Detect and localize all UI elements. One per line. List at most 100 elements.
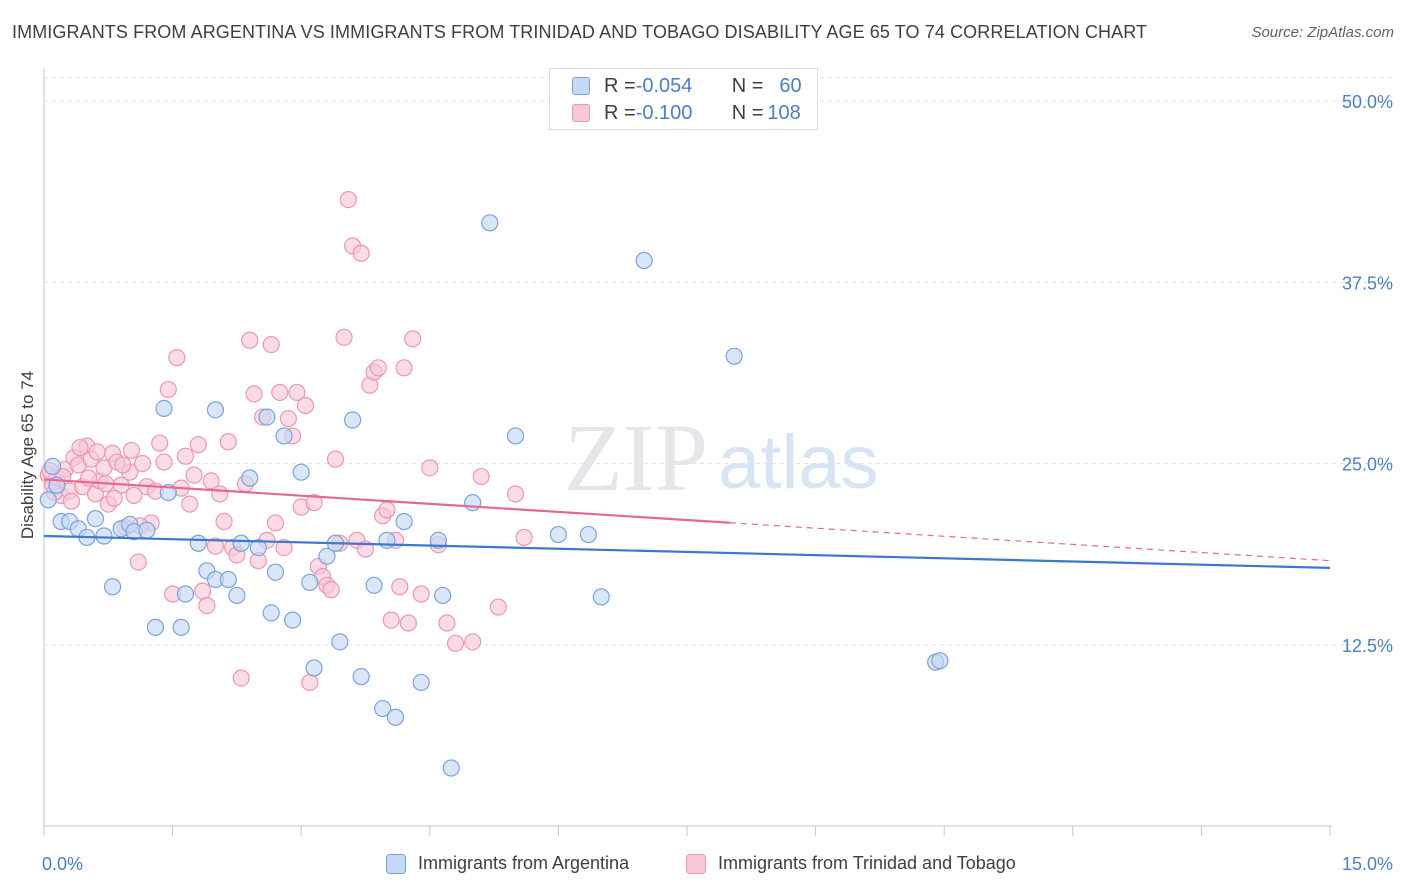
y-tick-label: 50.0% — [1342, 92, 1393, 112]
source-credit: Source: ZipAtlas.com — [1251, 24, 1394, 41]
data-point-argentina — [305, 659, 323, 677]
trend-line-trinidad — [43, 478, 730, 524]
n-value: 60 — [779, 74, 802, 97]
data-point-trinidad — [198, 596, 216, 615]
data-point-trinidad — [438, 614, 456, 632]
series-legend: Immigrants from Argentina Immigrants fro… — [0, 852, 1406, 878]
data-point-trinidad — [296, 396, 315, 415]
data-point-trinidad — [62, 492, 81, 510]
data-point-argentina — [43, 457, 62, 475]
data-point-trinidad — [71, 438, 89, 457]
data-point-argentina — [189, 534, 207, 552]
data-point-argentina — [301, 573, 319, 592]
data-point-argentina — [549, 525, 568, 544]
data-point-trinidad — [472, 467, 490, 486]
data-point-trinidad — [382, 611, 400, 629]
r-label: R = — [604, 74, 636, 97]
trend-lines — [43, 478, 1331, 569]
gridlines — [44, 77, 1392, 646]
data-point-argentina — [442, 759, 460, 777]
data-point-argentina — [412, 673, 430, 692]
data-point-argentina — [155, 399, 173, 417]
data-point-argentina — [506, 427, 525, 445]
data-point-trinidad — [275, 538, 293, 557]
data-point-trinidad — [506, 485, 525, 503]
stats-legend: R = -0.054 N = 60 R = -0.100 N = 108 — [549, 68, 818, 130]
legend-label-argentina: Immigrants from Argentina — [418, 853, 630, 873]
data-point-trinidad — [245, 385, 263, 403]
data-point-argentina — [176, 585, 195, 603]
data-point-argentina — [386, 708, 405, 726]
data-point-trinidad — [305, 494, 323, 512]
data-point-argentina — [331, 633, 349, 651]
data-point-trinidad — [176, 447, 195, 465]
tick-labels: 12.5% 25.0% 37.5% 50.0% 0.0% 15.0% — [42, 92, 1393, 874]
legend-item-trinidad: Immigrants from Trinidad and Tobago — [686, 853, 1016, 874]
data-point-trinidad — [125, 486, 143, 504]
n-value: 108 — [767, 101, 801, 124]
data-point-argentina — [219, 570, 237, 589]
data-point-argentina — [206, 401, 225, 419]
data-point-argentina — [434, 586, 452, 605]
data-point-argentina — [635, 251, 653, 270]
data-point-argentina — [481, 214, 499, 232]
n-label: N = — [731, 101, 764, 124]
data-point-argentina — [725, 347, 743, 365]
r-value: -0.100 — [635, 101, 693, 124]
data-point-argentina — [266, 563, 285, 581]
data-point-argentina — [579, 525, 598, 544]
data-point-argentina — [241, 469, 259, 487]
data-point-trinidad — [185, 466, 203, 484]
axes — [43, 68, 1332, 836]
data-point-trinidad — [391, 578, 409, 596]
legend-swatch-trinidad — [686, 853, 706, 874]
data-point-trinidad — [206, 537, 225, 555]
data-point-trinidad — [122, 441, 141, 460]
data-point-trinidad — [189, 436, 207, 454]
data-point-argentina — [262, 604, 280, 622]
data-point-trinidad — [88, 443, 106, 461]
data-point-trinidad — [219, 433, 237, 451]
data-point-trinidad — [262, 336, 280, 354]
data-point-argentina — [275, 427, 293, 445]
data-point-trinidad — [155, 453, 173, 471]
data-point-argentina — [138, 521, 156, 539]
n-label: N = — [731, 74, 764, 97]
data-point-trinidad — [133, 454, 152, 473]
y-axis-label: Disability Age 65 to 74 — [18, 370, 37, 540]
watermark: ZIP atlas — [564, 404, 879, 511]
data-point-trinidad — [395, 359, 413, 377]
watermark-atlas: atlas — [718, 420, 879, 505]
data-point-trinidad — [369, 359, 387, 377]
data-point-trinidad — [421, 459, 439, 477]
data-point-trinidad — [271, 383, 289, 402]
y-tick-label: 12.5% — [1342, 636, 1393, 656]
data-point-trinidad — [326, 450, 345, 468]
data-point-trinidad — [181, 495, 199, 513]
data-point-trinidad — [446, 634, 465, 652]
data-point-argentina — [228, 586, 246, 605]
data-point-trinidad — [515, 528, 533, 547]
data-point-trinidad — [114, 456, 132, 474]
y-tick-label: 37.5% — [1342, 273, 1393, 293]
r-value: -0.054 — [635, 74, 693, 97]
data-point-argentina — [146, 618, 165, 636]
data-point-trinidad — [159, 380, 177, 399]
chart-title: IMMIGRANTS FROM ARGENTINA VS IMMIGRANTS … — [12, 22, 1148, 42]
data-point-trinidad — [399, 614, 417, 632]
data-point-argentina — [592, 588, 610, 606]
y-tick-label: 25.0% — [1342, 455, 1393, 475]
trend-line-trinidad-extrapolated — [729, 522, 1331, 562]
data-point-argentina — [258, 408, 276, 426]
data-point-argentina — [365, 576, 383, 594]
data-point-argentina — [378, 531, 396, 549]
data-point-argentina — [318, 547, 336, 565]
data-point-argentina — [931, 652, 949, 670]
data-point-trinidad — [301, 673, 319, 692]
data-point-trinidad — [279, 409, 297, 428]
data-point-trinidad — [211, 485, 229, 503]
data-point-argentina — [86, 509, 105, 528]
data-point-argentina — [172, 618, 190, 636]
data-point-trinidad — [404, 330, 422, 348]
data-point-argentina — [284, 611, 302, 629]
